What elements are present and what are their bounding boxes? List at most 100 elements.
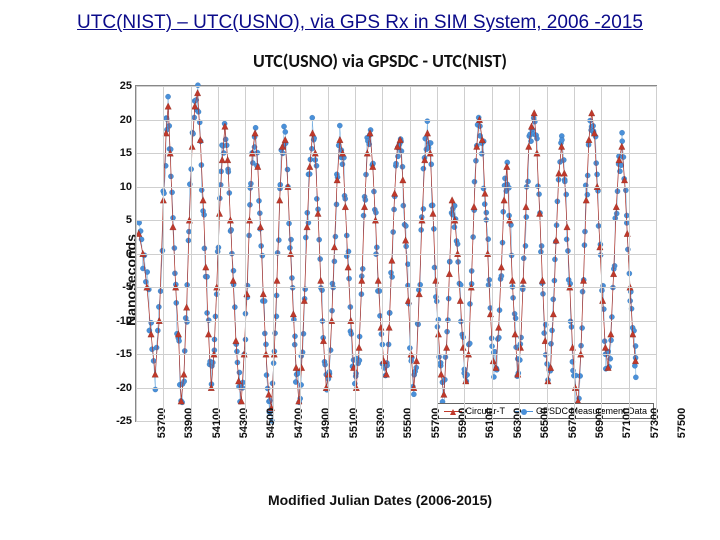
data-point-triangle	[345, 264, 351, 270]
data-point-triangle	[331, 244, 337, 250]
gridline-v	[191, 86, 192, 421]
data-point-triangle	[266, 391, 272, 397]
chart-container: UTC(USNO) via GPSDC - UTC(NIST) Nanoseco…	[80, 50, 680, 510]
data-point-triangle	[219, 157, 225, 163]
data-point-circle	[548, 341, 553, 346]
gridline-v	[547, 86, 548, 421]
gridline-h	[136, 388, 656, 389]
y-tick-label: 5	[126, 214, 132, 226]
data-point-triangle	[194, 90, 200, 96]
data-point-circle	[285, 167, 290, 172]
data-point-triangle	[523, 203, 529, 209]
data-point-circle	[512, 311, 517, 316]
gridline-v	[273, 86, 274, 421]
data-point-triangle	[342, 203, 348, 209]
data-point-circle	[524, 214, 529, 219]
data-point-circle	[580, 289, 585, 294]
gridline-v	[410, 86, 411, 421]
x-axis-label: Modified Julian Dates (2006-2015)	[80, 492, 680, 508]
data-point-circle	[202, 246, 207, 251]
gridline-v	[328, 86, 329, 421]
data-point-triangle	[205, 331, 211, 337]
data-point-circle	[210, 360, 215, 365]
data-point-triangle	[359, 277, 365, 283]
data-point-triangle	[424, 130, 430, 136]
data-point-circle	[561, 157, 566, 162]
data-point-circle	[204, 274, 209, 279]
data-point-triangle	[290, 311, 296, 317]
data-point-triangle	[457, 297, 463, 303]
data-point-circle	[467, 301, 472, 306]
data-point-circle	[496, 335, 501, 340]
y-tick-label: 0	[126, 248, 132, 260]
gridline-v	[574, 86, 575, 421]
y-tick-label: 20	[120, 114, 132, 126]
data-point-triangle	[318, 277, 324, 283]
gridline-v	[382, 86, 383, 421]
data-point-circle	[363, 197, 368, 202]
data-point-triangle	[539, 277, 545, 283]
y-tick-label: -5	[122, 281, 132, 293]
gridline-v	[601, 86, 602, 421]
data-point-circle	[202, 212, 207, 217]
data-point-circle	[281, 124, 286, 129]
data-point-circle	[218, 169, 223, 174]
data-point-triangle	[315, 210, 321, 216]
data-point-circle	[580, 325, 585, 330]
gridline-v	[300, 86, 301, 421]
data-point-triangle	[586, 136, 592, 142]
data-point-triangle	[386, 324, 392, 330]
gridline-v	[519, 86, 520, 421]
gridline-v	[492, 86, 493, 421]
gridline-v	[218, 86, 219, 421]
data-point-circle	[204, 310, 209, 315]
data-point-circle	[373, 210, 378, 215]
gridline-v	[136, 86, 137, 421]
data-point-circle	[620, 139, 625, 144]
data-point-triangle	[520, 277, 526, 283]
data-point-circle	[419, 227, 424, 232]
y-tick-label: -15	[116, 348, 132, 360]
data-point-triangle	[200, 197, 206, 203]
data-point-triangle	[402, 237, 408, 243]
data-point-triangle	[446, 270, 452, 276]
data-point-circle	[357, 358, 362, 363]
data-point-circle	[395, 154, 400, 159]
data-point-triangle	[495, 324, 501, 330]
data-point-circle	[264, 372, 269, 377]
data-point-triangle	[583, 197, 589, 203]
data-point-triangle	[608, 331, 614, 337]
data-point-circle	[411, 392, 416, 397]
data-point-circle	[182, 379, 187, 384]
data-point-circle	[154, 345, 159, 350]
data-point-circle	[288, 237, 293, 242]
data-point-circle	[301, 331, 306, 336]
data-point-triangle	[276, 197, 282, 203]
data-point-triangle	[561, 170, 567, 176]
data-point-triangle	[438, 371, 444, 377]
data-point-triangle	[274, 277, 280, 283]
data-point-circle	[199, 187, 204, 192]
data-point-circle	[484, 210, 489, 215]
data-point-triangle	[556, 170, 562, 176]
data-point-circle	[400, 164, 405, 169]
data-point-triangle	[471, 203, 477, 209]
data-point-triangle	[257, 224, 263, 230]
data-point-circle	[303, 235, 308, 240]
data-point-circle	[594, 172, 599, 177]
data-point-triangle	[531, 110, 537, 116]
data-point-circle	[165, 94, 170, 99]
data-point-circle	[274, 314, 279, 319]
data-point-triangle	[181, 371, 187, 377]
data-point-circle	[328, 348, 333, 353]
data-point-circle	[482, 202, 487, 207]
gridline-v	[437, 86, 438, 421]
data-point-triangle	[293, 364, 299, 370]
data-point-triangle	[203, 264, 209, 270]
data-point-triangle	[252, 130, 258, 136]
x-tick-label: 57500	[656, 408, 688, 439]
gridline-v	[245, 86, 246, 421]
data-point-circle	[377, 288, 382, 293]
gridline-h	[136, 321, 656, 322]
data-point-circle	[421, 206, 426, 211]
